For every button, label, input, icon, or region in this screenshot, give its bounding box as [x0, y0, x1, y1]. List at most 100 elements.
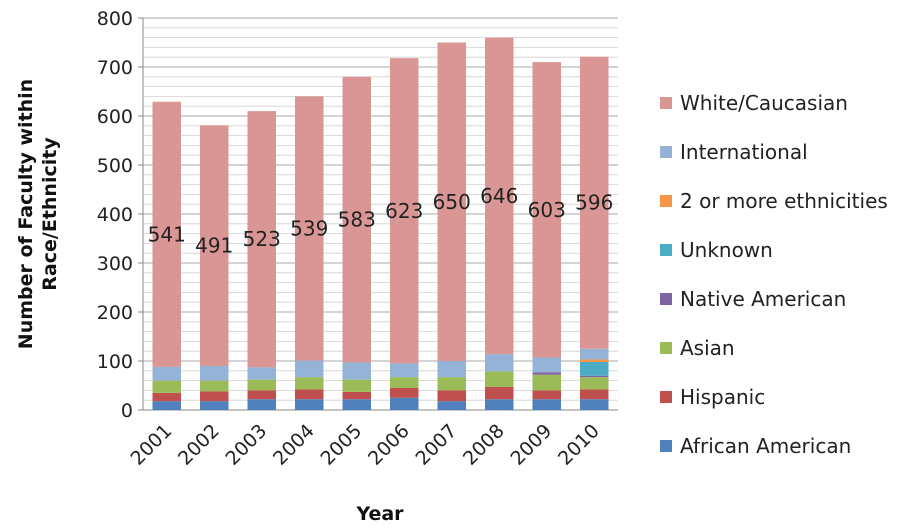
bar-stack-2007: [437, 42, 466, 410]
bar-segment-white-caucasian-2002: [200, 125, 229, 366]
y-tick-label: 500: [97, 155, 133, 177]
legend-label: Asian: [680, 336, 735, 360]
legend-label: 2 or more ethnicities: [680, 189, 888, 213]
bar-segment-african-american-2008: [485, 399, 514, 410]
data-label-2008: 646: [480, 184, 518, 208]
bar-segment-white-caucasian-2004: [295, 96, 324, 361]
legend-item-african-american: African American: [660, 434, 851, 458]
bar-segment-white-caucasian-2001: [152, 101, 181, 367]
x-tick-label: 2008: [459, 420, 509, 470]
legend-label: African American: [680, 434, 851, 458]
legend-item-unknown: Unknown: [660, 238, 773, 262]
bar-stack-2009: [532, 62, 561, 410]
bar-segment-asian-2006: [390, 377, 419, 388]
bar-segment-asian-2009: [532, 374, 561, 391]
legend-label: Hispanic: [680, 385, 765, 409]
bar-segment-international-2004: [295, 360, 324, 378]
bar-segment-white-caucasian-2009: [532, 62, 561, 358]
x-tick-label: 2002: [174, 420, 224, 470]
data-labels: 541 491 523 539 583 623 650 646 603 596: [148, 184, 614, 258]
data-label-2001: 541: [148, 222, 186, 246]
bar-segment-hispanic-2002: [200, 391, 229, 402]
legend-item-asian: Asian: [660, 336, 735, 360]
bar-segment-international-2007: [437, 361, 466, 378]
bar-segment-white-caucasian-2007: [437, 42, 466, 361]
data-label-2005: 583: [338, 208, 376, 232]
legend-swatch: [660, 244, 672, 256]
bar-stack-2002: [200, 125, 229, 410]
data-label-2004: 539: [290, 216, 328, 240]
bar-segment-international-2003: [247, 367, 276, 380]
bar-segment-asian-2003: [247, 379, 276, 391]
legend-item-native-american: Native American: [660, 287, 846, 311]
legend-swatch: [660, 391, 672, 403]
legend-label: White/Caucasian: [680, 91, 848, 115]
bar-segment-hispanic-2004: [295, 389, 324, 400]
data-label-2006: 623: [385, 199, 423, 223]
bar-segment-hispanic-2001: [152, 392, 181, 402]
bar-segment-hispanic-2009: [532, 390, 561, 400]
bar-segment-asian-2007: [437, 377, 466, 391]
y-tick-label: 400: [97, 204, 133, 226]
legend-label: Unknown: [680, 238, 773, 262]
bar-segment-native-american-2009: [532, 372, 561, 375]
bar-segment-international-2005: [342, 362, 371, 380]
bar-segment-african-american-2004: [295, 399, 324, 410]
x-tick-label: 2010: [554, 420, 604, 470]
data-label-2009: 603: [528, 198, 566, 222]
bar-segment-hispanic-2005: [342, 391, 371, 400]
bar-segment-african-american-2010: [580, 399, 609, 410]
legend-swatch: [660, 195, 672, 207]
y-tick-label: 600: [97, 106, 133, 128]
x-axis-title: Year: [355, 503, 404, 525]
bar-segment-african-american-2002: [200, 401, 229, 410]
x-tick-label: 2009: [507, 420, 557, 470]
data-label-2007: 650: [433, 190, 471, 214]
bar-stack-2001: [152, 101, 181, 410]
bar-segment-unknown-2010: [580, 361, 609, 376]
bar-segment-international-2010: [580, 348, 609, 360]
y-tick-label: 0: [121, 400, 133, 422]
y-tick-label: 100: [97, 351, 133, 373]
x-tick-label: 2001: [127, 420, 177, 470]
bar-segment-international-2002: [200, 365, 229, 381]
x-tick-label: 2007: [412, 420, 462, 470]
bar-segment-white-caucasian-2005: [342, 76, 371, 363]
y-tick-label: 200: [97, 302, 133, 324]
bar-segment-international-2006: [390, 363, 419, 378]
bar-segment-hispanic-2006: [390, 387, 419, 398]
bar-segment-international-2009: [532, 357, 561, 373]
bar-stack-2010: [580, 56, 609, 410]
bar-stack-2006: [390, 58, 419, 410]
data-label-2003: 523: [243, 227, 281, 251]
bar-segment-asian-2008: [485, 371, 514, 387]
legend-swatch: [660, 342, 672, 354]
bar-segment-african-american-2009: [532, 399, 561, 410]
bar-segment-native-american-2010: [580, 375, 609, 378]
bar-segment-international-2008: [485, 354, 514, 372]
bar-segment-african-american-2003: [247, 399, 276, 410]
bar-segment-asian-2002: [200, 380, 229, 392]
bar-segment-hispanic-2008: [485, 386, 514, 400]
bar-segment-international-2001: [152, 366, 181, 381]
legend-label: Native American: [680, 287, 846, 311]
legend-swatch: [660, 440, 672, 452]
bar-stack-2003: [247, 111, 276, 410]
y-axis-title-line-1: Number of Faculty within: [15, 79, 37, 349]
y-axis-title-line-2: Race/Ethnicity: [39, 137, 61, 291]
bar-segment-white-caucasian-2006: [390, 58, 419, 364]
legend-item-2-or-more-ethnicities: 2 or more ethnicities: [660, 189, 888, 213]
bars: [152, 37, 609, 410]
bar-stack-2005: [342, 76, 371, 410]
bar-segment-african-american-2006: [390, 397, 419, 410]
bar-stack-2004: [295, 96, 324, 410]
legend-swatch: [660, 146, 672, 158]
y-axis: 0 100 200 300 400 500 600 700 800: [97, 8, 143, 422]
y-tick-label: 700: [97, 57, 133, 79]
data-label-2002: 491: [195, 234, 233, 258]
bar-segment-hispanic-2007: [437, 390, 466, 402]
bar-segment-asian-2004: [295, 377, 324, 390]
x-tick-label: 2006: [364, 420, 414, 470]
legend-item-white-caucasian: White/Caucasian: [660, 91, 848, 115]
